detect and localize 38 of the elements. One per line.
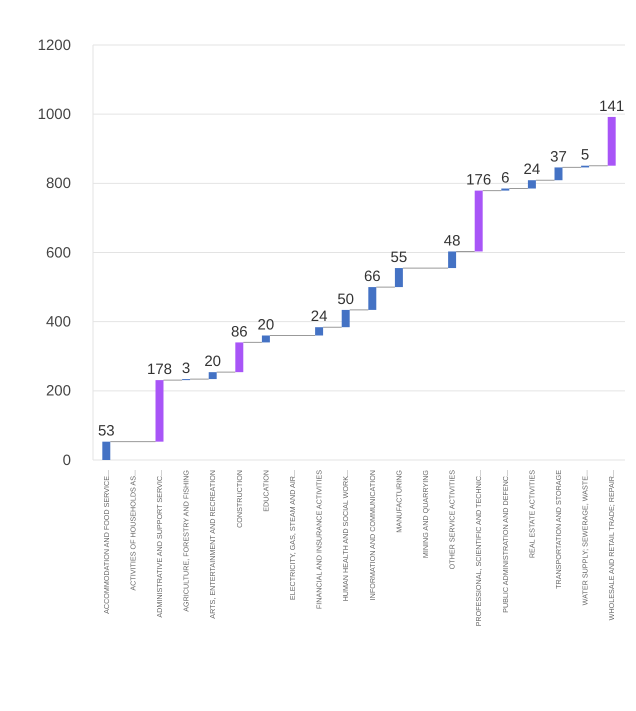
bar [368, 287, 376, 310]
data-label: 37 [550, 148, 567, 166]
bar [235, 342, 244, 372]
y-tick-label: 400 [46, 313, 71, 330]
y-tick-label: 800 [46, 175, 71, 192]
y-tick-label: 1200 [38, 36, 71, 54]
bar [315, 327, 324, 336]
data-label: 86 [230, 323, 248, 340]
bar [156, 380, 164, 442]
bar [208, 372, 217, 380]
bar [608, 116, 616, 166]
data-label: 24 [310, 308, 328, 326]
bar [448, 251, 456, 268]
data-label: 141 [599, 98, 624, 115]
data-label: 20 [204, 353, 222, 370]
y-tick-label: 0 [62, 452, 71, 469]
bar [554, 167, 562, 180]
data-label: 66 [364, 268, 381, 286]
data-label: 178 [146, 361, 172, 378]
data-label: 55 [390, 249, 408, 266]
data-label: 50 [337, 290, 354, 308]
bar [342, 310, 350, 328]
data-label: 48 [444, 232, 460, 250]
data-label: 53 [98, 422, 115, 440]
bar [102, 442, 110, 460]
y-tick-label: 600 [46, 244, 71, 262]
bar [474, 190, 483, 252]
bar [262, 336, 270, 342]
data-label: 24 [524, 161, 540, 178]
bar [394, 268, 403, 288]
bar [528, 180, 536, 189]
y-tick-label: 200 [46, 382, 71, 400]
data-label: 3 [182, 360, 190, 378]
data-label: 176 [466, 172, 492, 189]
y-tick-label: 1000 [38, 106, 71, 123]
data-label: 20 [258, 316, 274, 334]
data-label: 5 [580, 146, 590, 164]
data-label: 6 [501, 170, 510, 187]
